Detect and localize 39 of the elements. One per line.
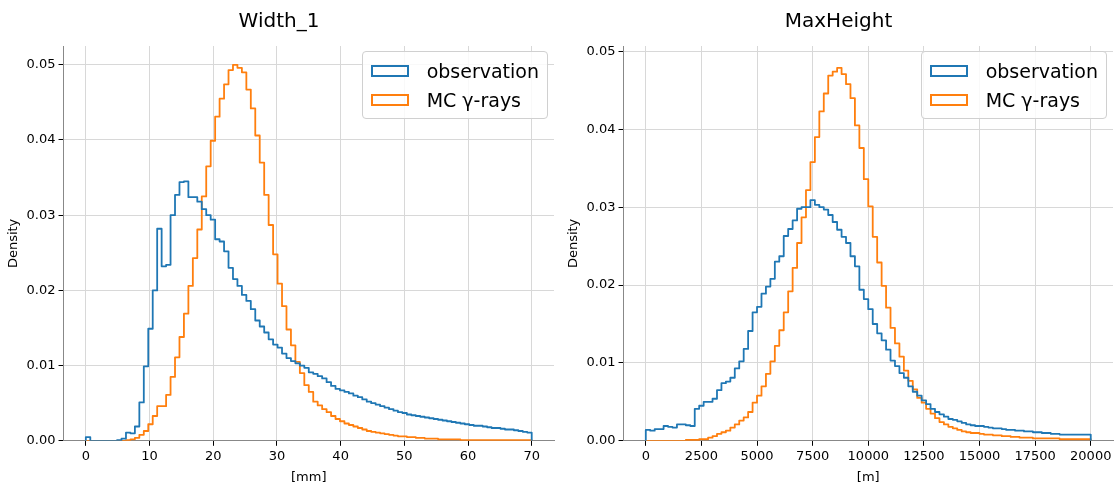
legend-label: observation xyxy=(985,59,1098,82)
y-tick-label: 0.03 xyxy=(586,198,616,214)
x-tick-label: 20000 xyxy=(1070,447,1112,463)
x-tick-label: 70 xyxy=(523,447,540,463)
x-tick-label: 20 xyxy=(204,447,222,463)
x-tick-label: 2500 xyxy=(684,447,718,463)
y-axis-title: Density xyxy=(565,218,581,269)
legend-label: MC γ-rays xyxy=(985,88,1081,111)
y-tick-label: 0.04 xyxy=(586,120,616,136)
x-tick-label: 60 xyxy=(459,447,477,463)
y-tick-label: 0.05 xyxy=(26,56,56,72)
legend-label: MC γ-rays xyxy=(426,88,522,111)
y-axis-title: Density xyxy=(5,218,21,269)
x-tick-label: 17500 xyxy=(1014,447,1056,463)
x-tick-label: 40 xyxy=(332,447,349,463)
x-tick-label: 0 xyxy=(641,447,650,463)
x-tick-label: 0 xyxy=(81,447,90,463)
y-tick-label: 0.00 xyxy=(26,432,56,448)
x-tick-label: 5000 xyxy=(740,447,774,463)
chart-title: MaxHeight xyxy=(784,8,893,33)
x-tick-label: 10 xyxy=(141,447,158,463)
x-tick-label: 15000 xyxy=(958,447,1001,463)
x-tick-label: 10000 xyxy=(847,447,889,463)
legend-label: observation xyxy=(426,59,539,82)
x-tick-label: 12500 xyxy=(903,447,945,463)
y-tick-label: 0.01 xyxy=(26,356,56,372)
y-tick-label: 0.02 xyxy=(586,276,616,292)
chart-title: Width_1 xyxy=(238,8,320,33)
x-tick-label: 30 xyxy=(268,447,286,463)
y-tick-label: 0.03 xyxy=(26,206,56,222)
x-axis-title: [mm] xyxy=(291,468,327,484)
x-axis-title: [m] xyxy=(856,468,880,484)
y-tick-label: 0.05 xyxy=(586,42,616,58)
y-tick-label: 0.00 xyxy=(586,432,616,448)
x-tick-label: 50 xyxy=(396,447,413,463)
x-tick-label: 7500 xyxy=(796,447,830,463)
y-tick-label: 0.01 xyxy=(586,354,616,370)
y-tick-label: 0.02 xyxy=(26,281,56,297)
y-tick-label: 0.04 xyxy=(26,131,56,147)
